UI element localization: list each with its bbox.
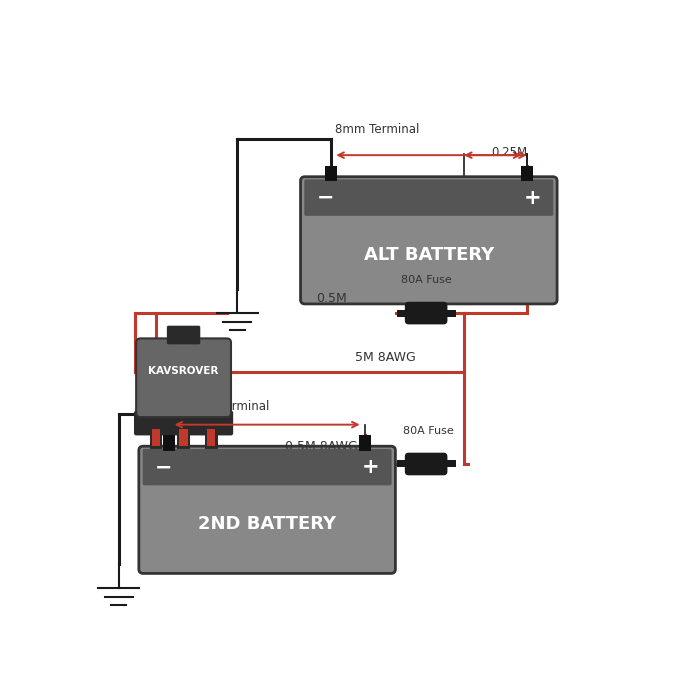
- FancyBboxPatch shape: [134, 411, 233, 435]
- Bar: [397, 461, 409, 468]
- FancyBboxPatch shape: [300, 176, 557, 304]
- Bar: [163, 435, 175, 451]
- Text: 0.5M: 0.5M: [316, 292, 347, 305]
- Bar: [521, 166, 533, 181]
- Text: 8mm Terminal: 8mm Terminal: [335, 123, 420, 136]
- Bar: [444, 309, 456, 316]
- Text: 2ND BATTERY: 2ND BATTERY: [198, 515, 336, 533]
- Bar: [397, 309, 409, 316]
- Bar: [179, 430, 188, 446]
- Bar: [325, 166, 337, 181]
- Text: ALT BATTERY: ALT BATTERY: [364, 246, 494, 263]
- Text: −: −: [316, 188, 334, 208]
- FancyBboxPatch shape: [405, 302, 447, 324]
- FancyBboxPatch shape: [136, 338, 231, 417]
- Text: 0.5M 8AWG: 0.5M 8AWG: [285, 440, 358, 453]
- Text: 0.25M: 0.25M: [491, 146, 527, 160]
- Bar: [207, 430, 216, 446]
- Bar: [177, 432, 190, 451]
- FancyBboxPatch shape: [405, 453, 447, 475]
- FancyBboxPatch shape: [143, 449, 391, 485]
- Text: −: −: [155, 457, 172, 477]
- Text: 8mm Terminal: 8mm Terminal: [185, 400, 269, 413]
- Text: 80A Fuse: 80A Fuse: [400, 275, 452, 285]
- FancyBboxPatch shape: [304, 179, 553, 216]
- Text: 5M 8AWG: 5M 8AWG: [356, 351, 416, 364]
- Text: KAVSROVER: KAVSROVER: [148, 365, 219, 376]
- Bar: [150, 432, 162, 451]
- Bar: [204, 432, 218, 451]
- Bar: [359, 435, 371, 451]
- Text: 80A Fuse: 80A Fuse: [403, 426, 454, 436]
- FancyBboxPatch shape: [167, 326, 200, 344]
- Text: +: +: [524, 188, 541, 208]
- Bar: [152, 430, 160, 446]
- Bar: [444, 461, 456, 468]
- Text: +: +: [362, 457, 379, 477]
- FancyBboxPatch shape: [139, 446, 396, 573]
